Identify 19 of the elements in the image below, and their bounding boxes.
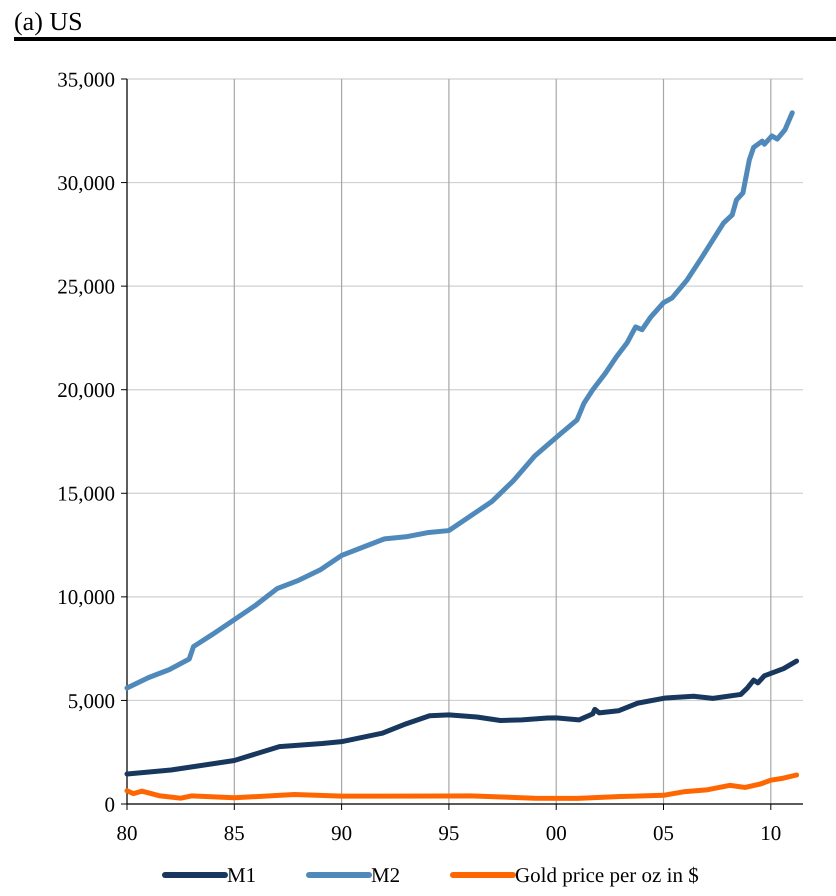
y-tick-label: 20,000 [57, 378, 115, 402]
legend-label: Gold price per oz in $ [515, 863, 699, 887]
x-tick-label: 95 [438, 821, 460, 845]
y-tick-label: 35,000 [57, 67, 115, 92]
chart-title: (a) US [14, 7, 83, 36]
y-tick-label: 10,000 [57, 585, 115, 610]
x-tick-label: 90 [331, 821, 352, 845]
y-tick-label: 5,000 [68, 688, 115, 713]
legend-label: M2 [371, 863, 400, 887]
y-tick-label: 0 [104, 792, 115, 816]
x-tick-label: 85 [224, 821, 245, 845]
y-tick-label: 25,000 [57, 274, 115, 298]
x-tick-label: 10 [760, 821, 782, 845]
y-tick-label: 15,000 [57, 482, 115, 506]
legend-label: M1 [227, 863, 256, 887]
x-tick-label: 00 [546, 821, 567, 845]
x-tick-label: 05 [653, 821, 674, 845]
y-tick-label: 30,000 [57, 170, 115, 195]
x-tick-label: 80 [116, 821, 138, 845]
